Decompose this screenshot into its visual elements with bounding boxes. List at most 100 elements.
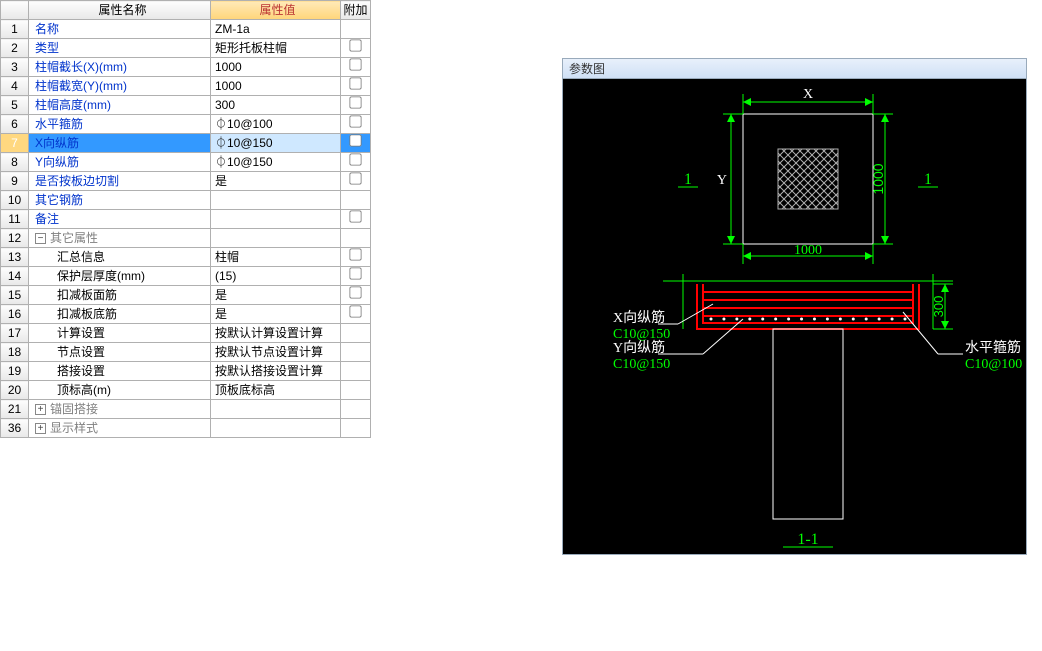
table-row[interactable]: 3柱帽截长(X)(mm)1000 (1, 58, 371, 77)
attr-value[interactable] (211, 191, 341, 210)
attr-value[interactable]: (15) (211, 267, 341, 286)
table-row[interactable]: 8Y向纵筋⏀10@150 (1, 153, 371, 172)
attr-value[interactable]: 是 (211, 172, 341, 191)
attr-value[interactable] (211, 419, 341, 438)
attr-name[interactable]: 名称 (29, 20, 211, 39)
attr-value[interactable]: 按默认节点设置计算 (211, 343, 341, 362)
table-row[interactable]: 20顶标高(m)顶板底标高 (1, 381, 371, 400)
table-row[interactable]: 7X向纵筋⏀10@150 (1, 134, 371, 153)
attr-add-cell[interactable] (341, 20, 371, 39)
attr-name[interactable]: 扣减板面筋 (29, 286, 211, 305)
attr-add-cell[interactable] (341, 39, 371, 58)
header-add[interactable]: 附加 (341, 1, 371, 20)
attr-value[interactable]: 是 (211, 305, 341, 324)
attr-value[interactable]: 1000 (211, 58, 341, 77)
attr-add-cell[interactable] (341, 400, 371, 419)
add-checkbox[interactable] (349, 210, 361, 222)
tree-toggle-icon[interactable]: − (35, 233, 46, 244)
attr-name[interactable]: X向纵筋 (29, 134, 211, 153)
table-row[interactable]: 36+显示样式 (1, 419, 371, 438)
attr-add-cell[interactable] (341, 58, 371, 77)
attr-add-cell[interactable] (341, 267, 371, 286)
table-row[interactable]: 16扣减板底筋是 (1, 305, 371, 324)
add-checkbox[interactable] (349, 305, 361, 317)
attr-value[interactable] (211, 400, 341, 419)
attr-value[interactable] (211, 229, 341, 248)
add-checkbox[interactable] (349, 39, 361, 51)
attr-add-cell[interactable] (341, 96, 371, 115)
table-row[interactable]: 2类型矩形托板柱帽 (1, 39, 371, 58)
attr-name[interactable]: 其它钢筋 (29, 191, 211, 210)
header-value[interactable]: 属性值 (211, 1, 341, 20)
attr-name[interactable]: 是否按板边切割 (29, 172, 211, 191)
attr-name[interactable]: 备注 (29, 210, 211, 229)
attr-add-cell[interactable] (341, 419, 371, 438)
table-row[interactable]: 17计算设置按默认计算设置计算 (1, 324, 371, 343)
table-row[interactable]: 18节点设置按默认节点设置计算 (1, 343, 371, 362)
attr-value[interactable]: ⏀10@150 (211, 153, 341, 172)
attr-add-cell[interactable] (341, 324, 371, 343)
attr-value[interactable]: 1000 (211, 77, 341, 96)
attr-name[interactable]: +锚固搭接 (29, 400, 211, 419)
attr-value[interactable]: 柱帽 (211, 248, 341, 267)
add-checkbox[interactable] (349, 267, 361, 279)
attr-add-cell[interactable] (341, 305, 371, 324)
table-row[interactable]: 9是否按板边切割是 (1, 172, 371, 191)
table-row[interactable]: 12−其它属性 (1, 229, 371, 248)
attr-add-cell[interactable] (341, 115, 371, 134)
table-row[interactable]: 13汇总信息柱帽 (1, 248, 371, 267)
attr-add-cell[interactable] (341, 381, 371, 400)
attr-add-cell[interactable] (341, 362, 371, 381)
attr-value[interactable]: ⏀10@100 (211, 115, 341, 134)
table-row[interactable]: 14保护层厚度(mm)(15) (1, 267, 371, 286)
table-row[interactable]: 19搭接设置按默认搭接设置计算 (1, 362, 371, 381)
attr-add-cell[interactable] (341, 229, 371, 248)
attr-add-cell[interactable] (341, 134, 371, 153)
attr-add-cell[interactable] (341, 153, 371, 172)
tree-toggle-icon[interactable]: + (35, 404, 46, 415)
attr-add-cell[interactable] (341, 210, 371, 229)
attr-name[interactable]: 节点设置 (29, 343, 211, 362)
add-checkbox[interactable] (349, 115, 361, 127)
attr-value[interactable]: 300 (211, 96, 341, 115)
tree-toggle-icon[interactable]: + (35, 423, 46, 434)
attr-name[interactable]: 柱帽截长(X)(mm) (29, 58, 211, 77)
add-checkbox[interactable] (349, 58, 361, 70)
attr-name[interactable]: 顶标高(m) (29, 381, 211, 400)
attr-name[interactable]: 类型 (29, 39, 211, 58)
add-checkbox[interactable] (349, 286, 361, 298)
attr-value[interactable]: 是 (211, 286, 341, 305)
attr-value[interactable]: ⏀10@150 (211, 134, 341, 153)
attr-name[interactable]: 柱帽高度(mm) (29, 96, 211, 115)
attr-add-cell[interactable] (341, 343, 371, 362)
add-checkbox[interactable] (349, 96, 361, 108)
table-row[interactable]: 5柱帽高度(mm)300 (1, 96, 371, 115)
attr-name[interactable]: 汇总信息 (29, 248, 211, 267)
attr-add-cell[interactable] (341, 286, 371, 305)
attr-add-cell[interactable] (341, 191, 371, 210)
attr-name[interactable]: 保护层厚度(mm) (29, 267, 211, 286)
add-checkbox[interactable] (349, 134, 361, 146)
attr-name[interactable]: −其它属性 (29, 229, 211, 248)
attr-value[interactable]: 矩形托板柱帽 (211, 39, 341, 58)
attr-add-cell[interactable] (341, 172, 371, 191)
attr-add-cell[interactable] (341, 77, 371, 96)
table-row[interactable]: 21+锚固搭接 (1, 400, 371, 419)
table-row[interactable]: 11备注 (1, 210, 371, 229)
table-row[interactable]: 10其它钢筋 (1, 191, 371, 210)
attr-name[interactable]: 水平箍筋 (29, 115, 211, 134)
attr-value[interactable]: 按默认计算设置计算 (211, 324, 341, 343)
add-checkbox[interactable] (349, 248, 361, 260)
attr-value[interactable]: 按默认搭接设置计算 (211, 362, 341, 381)
attr-name[interactable]: Y向纵筋 (29, 153, 211, 172)
table-row[interactable]: 15扣减板面筋是 (1, 286, 371, 305)
attr-value[interactable]: 顶板底标高 (211, 381, 341, 400)
header-name[interactable]: 属性名称 (29, 1, 211, 20)
table-row[interactable]: 6水平箍筋⏀10@100 (1, 115, 371, 134)
add-checkbox[interactable] (349, 172, 361, 184)
attr-name[interactable]: 柱帽截宽(Y)(mm) (29, 77, 211, 96)
table-row[interactable]: 4柱帽截宽(Y)(mm)1000 (1, 77, 371, 96)
attr-name[interactable]: 计算设置 (29, 324, 211, 343)
attr-value[interactable]: ZM-1a (211, 20, 341, 39)
attr-name[interactable]: 搭接设置 (29, 362, 211, 381)
